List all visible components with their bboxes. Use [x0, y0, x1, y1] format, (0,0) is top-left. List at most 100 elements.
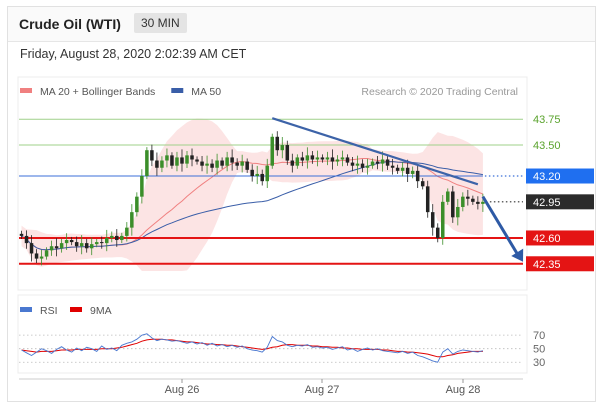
- candle-body: [380, 159, 385, 164]
- candle-body: [44, 250, 49, 257]
- candle-body: [395, 167, 400, 171]
- candle-body: [265, 165, 269, 182]
- candle-body: [325, 157, 330, 160]
- candle-body: [476, 201, 480, 204]
- candle-body: [405, 167, 410, 174]
- price-chart: MA 20 + Bollinger Bands MA 50 Research © 2…: [17, 76, 594, 396]
- timeframe-badge[interactable]: 30 MIN: [134, 13, 187, 33]
- rsi-plot-frame: [17, 294, 528, 374]
- level-label-bg-43.20: [526, 168, 594, 184]
- candle-body: [410, 170, 415, 174]
- candle-body: [400, 167, 405, 171]
- candle-body: [99, 242, 104, 244]
- candle-body: [235, 162, 239, 166]
- candle-body: [19, 233, 24, 236]
- timestamp: Friday, August 28, 2020 2:02:39 AM CET: [20, 47, 247, 61]
- candle-body: [385, 159, 390, 166]
- candle-body: [145, 150, 149, 177]
- candle-body: [456, 206, 460, 218]
- candle-body: [160, 160, 164, 168]
- candle-body: [451, 191, 455, 218]
- candle-body: [170, 155, 174, 166]
- candle-body: [310, 155, 315, 160]
- candle-body: [340, 157, 345, 160]
- candle-body: [466, 196, 470, 199]
- candle-body: [175, 157, 179, 166]
- candle-body: [430, 212, 435, 228]
- rsi-tick-30: 30: [533, 357, 545, 369]
- chart-title: Crude Oil (WTI): [19, 16, 121, 32]
- candle-body: [320, 157, 325, 160]
- candle-body: [471, 198, 475, 202]
- candle-body: [135, 196, 139, 213]
- candle-body: [360, 163, 365, 168]
- candle-body: [89, 244, 94, 249]
- level-label-43.75: 43.75: [533, 114, 561, 126]
- rsi-line: [21, 333, 484, 363]
- rsi-tick-70: 70: [533, 330, 545, 342]
- candle-body: [435, 227, 440, 238]
- candle-body: [441, 201, 445, 238]
- candle-body: [39, 256, 44, 259]
- chart-widget: Crude Oil (WTI) 30 MIN Friday, August 28…: [7, 6, 596, 402]
- candle-body: [155, 160, 159, 168]
- candle-body: [255, 173, 259, 177]
- candle-body: [74, 242, 79, 247]
- candle-body: [29, 243, 34, 254]
- candle-body: [49, 246, 54, 251]
- candle-body: [220, 160, 224, 166]
- candle-body: [125, 227, 129, 236]
- candle-body: [130, 212, 134, 228]
- legend-label-0: MA 20 + Bollinger Bands: [40, 86, 155, 98]
- candle-body: [79, 243, 84, 247]
- level-label-43.20: 43.20: [533, 171, 561, 183]
- candle-body: [245, 161, 249, 170]
- candle-body: [215, 160, 219, 168]
- resistance-trendline: [271, 117, 479, 186]
- candle-body: [315, 157, 320, 160]
- level-label-bg-42.35: [526, 256, 594, 272]
- x-tick-label-2: Aug 28: [446, 384, 481, 396]
- candle-body: [190, 155, 194, 160]
- candle-body: [345, 157, 350, 163]
- candle-body: [481, 201, 485, 204]
- research-credit: Research © 2020 Trading Central: [361, 86, 518, 98]
- candle-body: [54, 246, 59, 249]
- candle-body: [84, 243, 89, 249]
- candle-body: [150, 150, 154, 161]
- candle-body: [415, 170, 420, 182]
- forecast-arrow-head: [511, 248, 524, 262]
- candle-body: [115, 235, 119, 241]
- x-tick-label-1: Aug 27: [305, 384, 340, 396]
- candle-body: [420, 181, 425, 187]
- candle-body: [355, 163, 360, 166]
- level-label-bg-42.60: [526, 230, 594, 246]
- level-label-43.50: 43.50: [533, 140, 561, 152]
- bollinger-band: [21, 118, 483, 271]
- candle-body: [140, 176, 144, 197]
- legend-label-rsi: RSI: [40, 305, 58, 317]
- candle-body: [295, 157, 300, 166]
- candle-body: [330, 157, 335, 162]
- legend-swatch-9ma: [70, 307, 82, 312]
- candle-body: [200, 161, 204, 166]
- level-label-42.95: 42.95: [533, 197, 561, 209]
- candle-body: [185, 155, 189, 164]
- candle-body: [335, 159, 340, 162]
- candle-body: [350, 162, 355, 166]
- candle-body: [240, 161, 244, 166]
- candle-body: [120, 235, 124, 241]
- rsi-tick-50: 50: [533, 344, 545, 356]
- candle-body: [210, 163, 214, 168]
- candle-body: [285, 145, 290, 161]
- candle-body: [64, 240, 69, 244]
- candle-body: [300, 157, 305, 161]
- candle-body: [250, 169, 254, 177]
- candle-body: [69, 240, 74, 243]
- candle-body: [305, 155, 310, 161]
- candle-body: [59, 243, 64, 249]
- forecast-arrow-shaft: [481, 195, 521, 258]
- candle-body: [280, 145, 285, 151]
- x-tick-label-0: Aug 26: [165, 384, 200, 396]
- candle-body: [290, 160, 295, 166]
